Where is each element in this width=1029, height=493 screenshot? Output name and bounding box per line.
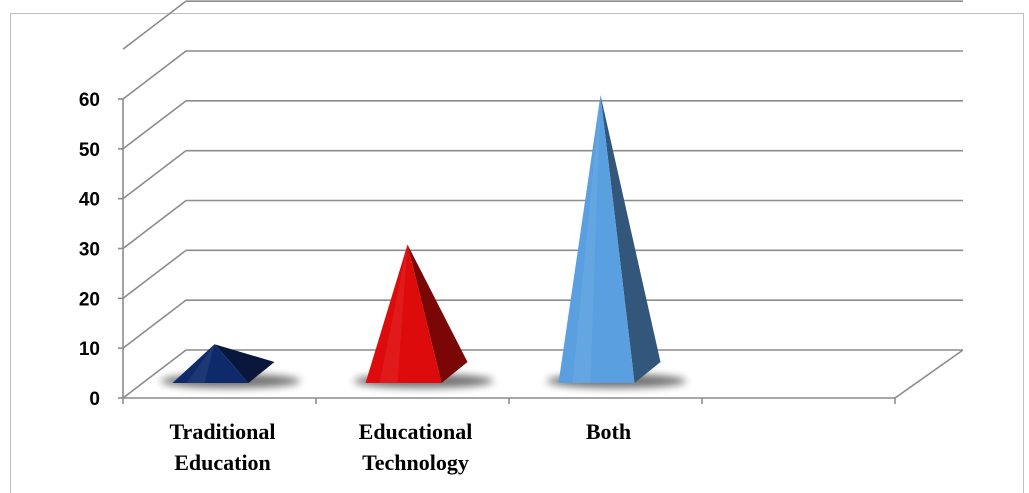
x-category-label: Education — [174, 450, 271, 475]
grid-layer — [122, 0, 963, 399]
gridline-side — [122, 349, 187, 399]
y-tick-label: 40 — [79, 190, 100, 211]
x-category-label: Traditional — [170, 419, 276, 444]
gridline-side — [122, 50, 187, 100]
bar-front-face — [172, 344, 249, 383]
bar-highlight — [379, 244, 408, 383]
gridline-side — [122, 199, 187, 250]
x-category-label: Educational — [359, 419, 473, 444]
x-category-label: Both — [586, 419, 631, 444]
x-category-label: Technology — [362, 450, 469, 475]
pyramid-bar — [353, 244, 494, 388]
gridline-side — [122, 0, 187, 50]
y-tick-label: 50 — [79, 140, 100, 161]
gridline-side — [122, 100, 187, 150]
y-tick-label: 30 — [79, 240, 100, 261]
floor-right-edge — [894, 349, 964, 399]
chart-frame — [10, 13, 1024, 493]
bar-side-face — [407, 244, 468, 383]
bar-side-face — [214, 344, 275, 383]
bar-front-face — [558, 95, 635, 384]
label-layer: 0 10 20 30 40 50 60 Traditional Education Educati… — [79, 90, 631, 475]
pyramid-bar — [160, 344, 301, 388]
bar-highlight — [186, 344, 215, 383]
y-tick-label: 10 — [79, 339, 100, 360]
gridline-side — [122, 299, 187, 349]
bar-front-face — [365, 244, 442, 383]
bar-highlight — [572, 95, 601, 384]
gridline-side — [122, 249, 187, 299]
pyramid-bar — [546, 95, 687, 388]
y-tick-label: 0 — [89, 389, 100, 410]
bar-side-face — [600, 95, 661, 384]
gridline-side — [122, 150, 187, 200]
y-tick-label: 60 — [79, 90, 100, 111]
y-tick-label: 20 — [79, 289, 100, 310]
mark-layer — [160, 95, 687, 388]
